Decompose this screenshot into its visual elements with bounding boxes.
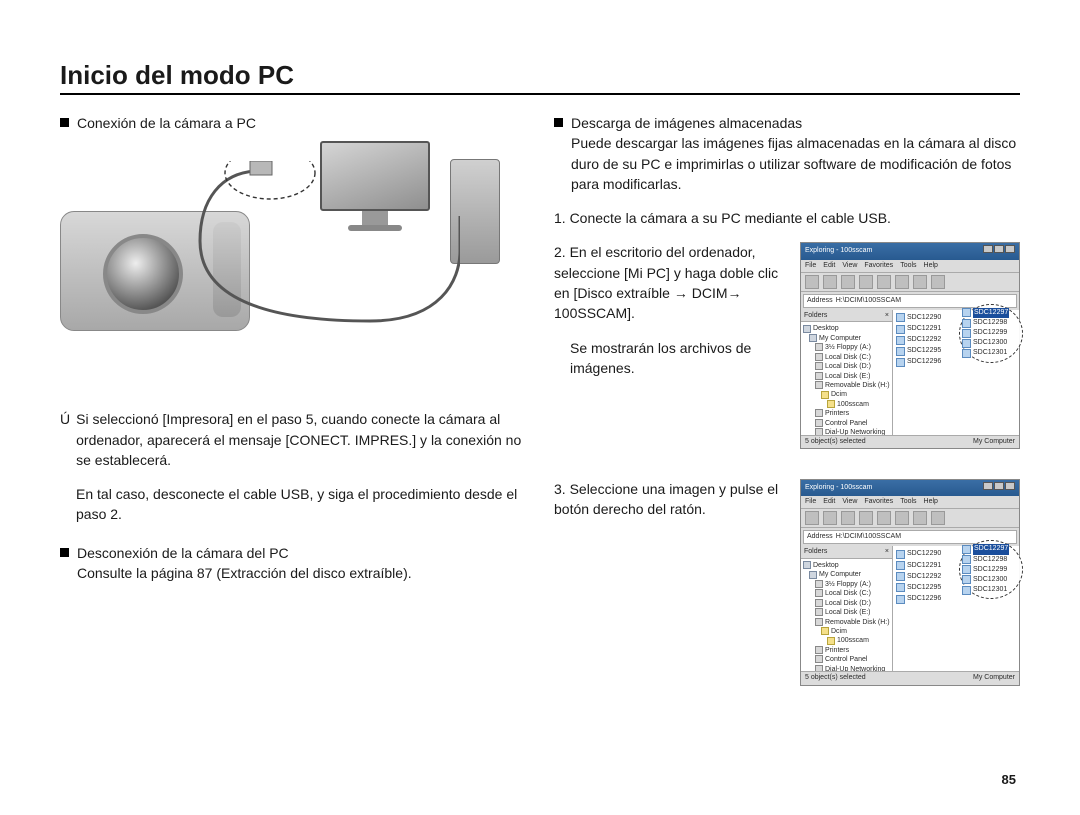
file-callout: SDC12297SDC12298SDC12299SDC12300SDC12301 [959, 540, 1023, 599]
toolbar-button[interactable] [877, 511, 891, 525]
status-left: 5 object(s) selected [805, 673, 866, 683]
file-item[interactable]: SDC12297 [962, 544, 1020, 554]
folder-tree[interactable]: Folders × DesktopMy Computer3½ Floppy (A… [801, 310, 893, 435]
step-2b: Se mostrarán los archivos de imágenes. [554, 338, 786, 379]
file-item[interactable]: SDC12301 [962, 585, 1020, 595]
menu-bar: File Edit View Favorites Tools Help [801, 260, 1019, 273]
menu-item[interactable]: Edit [823, 497, 835, 507]
window-controls[interactable] [982, 482, 1015, 494]
window-titlebar: Exploring - 100sscam [801, 480, 1019, 496]
menu-item[interactable]: Edit [823, 261, 835, 271]
connection-illustration [60, 141, 500, 391]
status-right: My Computer [973, 673, 1015, 683]
page-title: Inicio del modo PC [60, 60, 1020, 93]
file-item[interactable]: SDC12299 [962, 565, 1020, 575]
menu-item[interactable]: View [842, 497, 857, 507]
explorer-screenshot-2: Exploring - 100sscam File Edit View Favorit… [800, 479, 1020, 686]
left-bullet-2: Desconexión de la cámara del PC [77, 543, 412, 563]
file-callout: SDC12297SDC12298SDC12299SDC12300SDC12301 [959, 304, 1023, 363]
window-title: Exploring - 100sscam [805, 246, 872, 256]
file-item[interactable]: SDC12300 [962, 575, 1020, 585]
status-bar: 5 object(s) selected My Computer [801, 671, 1019, 684]
bullet-icon [554, 118, 563, 127]
note-marker: Ú [60, 409, 70, 470]
menu-item[interactable]: Favorites [864, 261, 893, 271]
toolbar-button[interactable] [895, 275, 909, 289]
toolbar-button[interactable] [805, 511, 819, 525]
menu-item[interactable]: Help [924, 261, 938, 271]
toolbar-button[interactable] [913, 275, 927, 289]
printer-note: Ú Si seleccionó [Impresora] en el paso 5… [60, 409, 526, 470]
step-2a: 2. En el escritorio del ordenador, selec… [554, 242, 786, 323]
file-list[interactable]: SDC12290SDC12291SDC12292SDC12295SDC12296… [893, 310, 1019, 435]
left-bullet-2-sub: Consulte la página 87 (Extracción del di… [77, 563, 412, 583]
menu-item[interactable]: View [842, 261, 857, 271]
status-right: My Computer [973, 437, 1015, 447]
toolbar-button[interactable] [913, 511, 927, 525]
toolbar-button[interactable] [823, 511, 837, 525]
tree-header: Folders × [801, 546, 892, 558]
camera-icon [60, 211, 250, 331]
left-column: Conexión de la cámara a PC [60, 113, 526, 716]
page-number: 85 [1002, 772, 1016, 787]
menu-item[interactable]: File [805, 497, 816, 507]
toolbar-button[interactable] [931, 511, 945, 525]
right-bullet-1-sub: Puede descargar las imágenes fijas almac… [571, 133, 1020, 194]
bullet-icon [60, 548, 69, 557]
toolbar [801, 509, 1019, 528]
window-title: Exploring - 100sscam [805, 483, 872, 493]
menu-item[interactable]: Tools [900, 497, 916, 507]
menu-bar: File Edit View Favorites Tools Help [801, 496, 1019, 509]
folder-tree[interactable]: Folders × DesktopMy Computer3½ Floppy (A… [801, 546, 893, 671]
window-controls[interactable] [982, 245, 1015, 257]
right-bullet-1: Descarga de imágenes almacenadas [571, 113, 1020, 133]
file-item[interactable]: SDC12298 [962, 318, 1020, 328]
bullet-icon [60, 118, 69, 127]
step-3: 3. Seleccione una imagen y pulse el botó… [554, 479, 786, 520]
right-column: Descarga de imágenes almacenadas Puede d… [554, 113, 1020, 716]
toolbar-button[interactable] [841, 511, 855, 525]
toolbar-button[interactable] [877, 275, 891, 289]
file-item[interactable]: SDC12299 [962, 328, 1020, 338]
toolbar-button[interactable] [823, 275, 837, 289]
window-titlebar: Exploring - 100sscam [801, 243, 1019, 259]
note-text-2: En tal caso, desconecte el cable USB, y … [60, 484, 526, 525]
tree-header: Folders × [801, 310, 892, 322]
title-rule: Inicio del modo PC [60, 60, 1020, 95]
toolbar-button[interactable] [859, 275, 873, 289]
toolbar-button[interactable] [895, 511, 909, 525]
menu-item[interactable]: File [805, 261, 816, 271]
file-item[interactable]: SDC12300 [962, 338, 1020, 348]
file-item[interactable]: SDC12301 [962, 348, 1020, 358]
pc-tower-icon [450, 159, 500, 264]
toolbar-button[interactable] [841, 275, 855, 289]
note-text-1: Si seleccionó [Impresora] en el paso 5, … [76, 411, 521, 468]
file-list[interactable]: SDC12290SDC12291SDC12292SDC12295SDC12296… [893, 546, 1019, 671]
toolbar [801, 273, 1019, 292]
step-1: 1. Conecte la cámara a su PC mediante el… [554, 208, 1020, 228]
status-bar: 5 object(s) selected My Computer [801, 435, 1019, 448]
monitor-icon [320, 141, 430, 231]
file-item[interactable]: SDC12297 [962, 308, 1020, 318]
menu-item[interactable]: Favorites [864, 497, 893, 507]
status-left: 5 object(s) selected [805, 437, 866, 447]
file-item[interactable]: SDC12298 [962, 555, 1020, 565]
menu-item[interactable]: Tools [900, 261, 916, 271]
address-label: Address [807, 296, 833, 306]
address-label: Address [807, 532, 833, 542]
toolbar-button[interactable] [859, 511, 873, 525]
explorer-screenshot-1: Exploring - 100sscam File Edit View Favorit… [800, 242, 1020, 449]
toolbar-button[interactable] [931, 275, 945, 289]
left-bullet-1: Conexión de la cámara a PC [77, 113, 256, 133]
menu-item[interactable]: Help [924, 497, 938, 507]
toolbar-button[interactable] [805, 275, 819, 289]
